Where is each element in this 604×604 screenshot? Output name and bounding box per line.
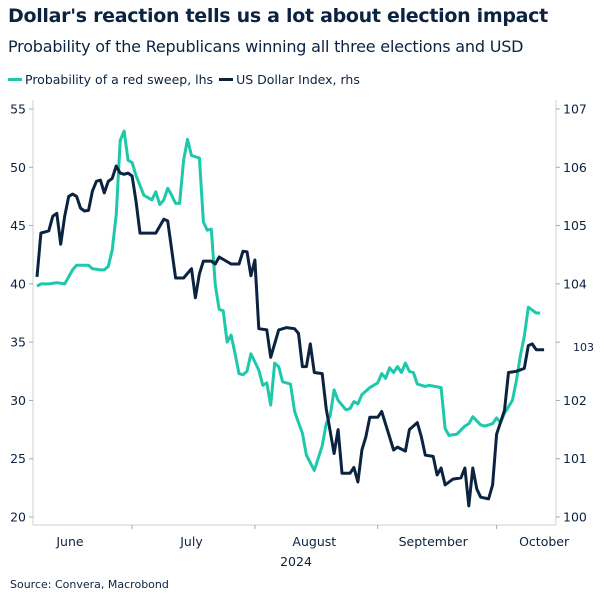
legend-item-red-sweep: Probability of a red sweep, lhs	[8, 72, 213, 87]
right-tick-label: 101	[563, 451, 587, 466]
legend: Probability of a red sweep, lhs US Dolla…	[8, 72, 366, 87]
right-tick-label: 106	[563, 160, 587, 175]
series-line-red-sweep	[36, 129, 541, 472]
left-tick-label: 50	[10, 160, 26, 175]
left-tick-label: 25	[10, 451, 26, 466]
right-tick-label: 100	[563, 510, 587, 525]
left-tick-label: 30	[10, 393, 26, 408]
right-tick-label: 102	[563, 393, 587, 408]
x-tick-label: June	[55, 534, 84, 549]
legend-label-red-sweep: Probability of a red sweep, lhs	[25, 72, 214, 87]
x-tick-label: October	[519, 534, 570, 549]
left-tick-label: 55	[10, 102, 26, 117]
left-tick-label: 20	[10, 510, 26, 525]
left-tick-label: 35	[10, 335, 26, 350]
x-tick-label: August	[292, 534, 336, 549]
legend-label-usd-index: US Dollar Index, rhs	[236, 72, 360, 87]
legend-swatch-usd-index	[219, 78, 234, 81]
chart-title: Dollar's reaction tells us a lot about e…	[8, 5, 548, 27]
legend-item-usd-index: US Dollar Index, rhs	[219, 72, 360, 87]
left-tick-label: 45	[10, 218, 26, 233]
series-line-usd-index	[35, 164, 545, 508]
legend-swatch-red-sweep	[8, 78, 22, 81]
right-tick-label: 104	[563, 276, 587, 291]
right-tick-label: 105	[563, 218, 587, 233]
right-tick-label: 107	[563, 102, 587, 117]
right-tick-label: 103	[573, 341, 594, 354]
x-tick-label: September	[399, 534, 469, 549]
x-tick-label: July	[179, 534, 203, 549]
x-axis-label: 2024	[280, 554, 312, 569]
chart-subtitle: Probability of the Republicans winning a…	[8, 37, 524, 56]
source-note: Source: Convera, Macrobond	[10, 578, 169, 591]
left-tick-label: 40	[10, 276, 26, 291]
